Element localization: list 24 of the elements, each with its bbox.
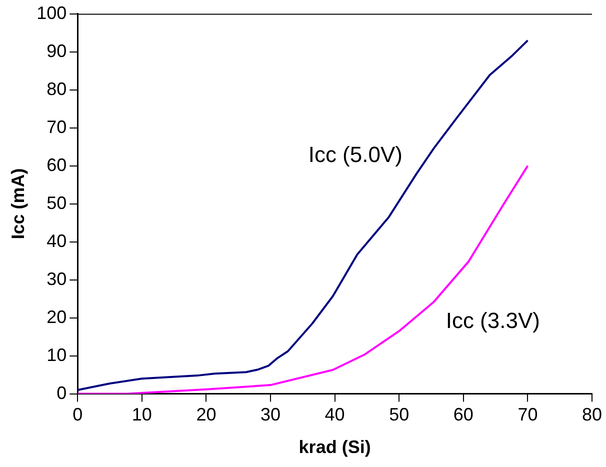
y-tick-label: 50 — [46, 192, 67, 213]
x-tick-label: 10 — [132, 404, 152, 425]
x-tick-label: 60 — [453, 404, 474, 425]
y-tick-label: 90 — [46, 40, 67, 61]
series-label: Icc (3.3V) — [446, 308, 540, 333]
x-tick-label: 20 — [196, 404, 216, 425]
y-tick-label: 10 — [46, 344, 67, 365]
y-tick-label: 60 — [46, 154, 67, 175]
y-tick-label: 80 — [46, 78, 67, 99]
y-tick-label: 30 — [46, 268, 67, 289]
y-tick-label: 20 — [46, 306, 67, 327]
y-axis-title: Icc (mA) — [8, 168, 28, 240]
x-tick-label: 80 — [582, 404, 602, 425]
y-tick-label: 0 — [56, 382, 67, 403]
y-tick-label: 100 — [36, 2, 67, 23]
x-tick-label: 70 — [518, 404, 538, 425]
x-tick-label: 40 — [324, 404, 345, 425]
x-axis-title: krad (Si) — [298, 437, 371, 458]
x-tick-label: 30 — [260, 404, 281, 425]
x-tick-label: 0 — [72, 404, 83, 425]
y-tick-label: 70 — [46, 116, 67, 137]
series-label: Icc (5.0V) — [308, 142, 402, 167]
x-tick-label: 50 — [389, 404, 410, 425]
y-tick-label: 40 — [46, 230, 67, 251]
